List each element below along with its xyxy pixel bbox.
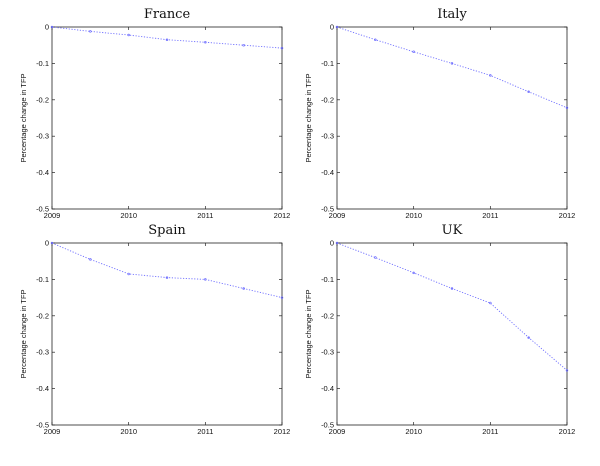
data-point xyxy=(335,25,339,29)
plot-frame xyxy=(51,242,283,426)
x-tick-label: 2012 xyxy=(559,211,576,220)
y-axis-label: Percentage change in TFP xyxy=(304,73,313,162)
y-tick-label: -0.3 xyxy=(321,132,334,141)
data-point xyxy=(335,241,339,245)
y-tick-label: -0.5 xyxy=(321,421,334,430)
data-point xyxy=(242,43,245,47)
y-tick-label: 0 xyxy=(330,23,334,32)
y-tick-label: -0.2 xyxy=(321,95,334,104)
y-tick-label: -0.1 xyxy=(321,275,334,284)
y-tick-label: -0.1 xyxy=(36,59,49,68)
x-tick-label: 2011 xyxy=(482,427,498,436)
x-tick-label: 2012 xyxy=(559,427,576,436)
data-point xyxy=(489,301,492,305)
x-tick-label: 2009 xyxy=(329,211,346,220)
data-point xyxy=(565,369,569,372)
data-point xyxy=(204,278,207,281)
x-tick-label: 2010 xyxy=(120,211,137,220)
y-tick-label: -0.2 xyxy=(36,95,49,104)
x-tick-label: 2010 xyxy=(120,427,137,436)
y-tick-label: 0 xyxy=(45,239,49,248)
series-line xyxy=(51,242,283,299)
data-point xyxy=(89,258,92,261)
y-tick-label: -0.4 xyxy=(321,384,334,393)
plot-frame xyxy=(336,26,568,210)
data-point xyxy=(204,41,207,44)
y-tick-label: -0.5 xyxy=(36,205,49,214)
y-tick-label: 0 xyxy=(45,23,49,32)
x-tick-label: 2009 xyxy=(44,427,61,436)
data-point xyxy=(50,241,54,245)
panel-title: Spain xyxy=(148,223,186,238)
y-axis-label: Percentage change in TFP xyxy=(304,289,313,378)
plot-frame xyxy=(51,26,283,210)
x-tick-label: 2012 xyxy=(274,211,291,220)
y-tick-label: -0.5 xyxy=(36,421,49,430)
y-tick-label: -0.3 xyxy=(36,348,49,357)
y-tick-label: -0.1 xyxy=(321,59,334,68)
y-tick-label: -0.2 xyxy=(36,311,49,320)
x-tick-label: 2012 xyxy=(274,427,291,436)
data-point xyxy=(450,62,454,65)
x-tick-label: 2010 xyxy=(405,211,422,220)
data-point xyxy=(374,38,377,41)
series-line xyxy=(51,26,283,49)
panel-title: France xyxy=(144,7,191,22)
x-tick-label: 2011 xyxy=(197,211,213,220)
y-tick-label: 0 xyxy=(330,239,334,248)
data-point xyxy=(127,33,130,37)
x-tick-label: 2011 xyxy=(197,427,213,436)
y-tick-label: -0.1 xyxy=(36,275,49,284)
y-tick-label: -0.3 xyxy=(36,132,49,141)
y-tick-label: -0.3 xyxy=(321,348,334,357)
series-line xyxy=(336,242,568,371)
data-point xyxy=(50,25,54,29)
data-point xyxy=(89,30,92,33)
data-point xyxy=(280,46,284,50)
plot-frame xyxy=(336,242,568,426)
data-point xyxy=(527,336,530,339)
data-point xyxy=(242,287,245,290)
x-tick-label: 2010 xyxy=(405,427,422,436)
y-tick-label: -0.5 xyxy=(321,205,334,214)
data-point xyxy=(165,38,169,41)
data-point xyxy=(489,74,492,77)
x-tick-label: 2009 xyxy=(329,427,346,436)
data-point xyxy=(165,276,169,279)
data-point xyxy=(412,271,415,275)
y-axis-label: Percentage change in TFP xyxy=(19,289,28,378)
y-axis-label: Percentage change in TFP xyxy=(19,73,28,162)
data-point xyxy=(127,272,130,276)
y-tick-label: -0.4 xyxy=(36,384,49,393)
y-tick-label: -0.2 xyxy=(321,311,334,320)
data-point xyxy=(280,296,284,299)
data-point xyxy=(527,90,530,94)
data-point xyxy=(412,50,415,54)
x-tick-label: 2009 xyxy=(44,211,61,220)
data-point xyxy=(374,256,377,259)
data-point xyxy=(450,287,454,290)
y-tick-label: -0.4 xyxy=(36,168,49,177)
data-point xyxy=(565,106,569,110)
x-tick-label: 2011 xyxy=(482,211,498,220)
panel-title: UK xyxy=(442,223,463,238)
panel-title: Italy xyxy=(437,7,467,22)
y-tick-label: -0.4 xyxy=(321,168,334,177)
series-line xyxy=(336,26,568,109)
